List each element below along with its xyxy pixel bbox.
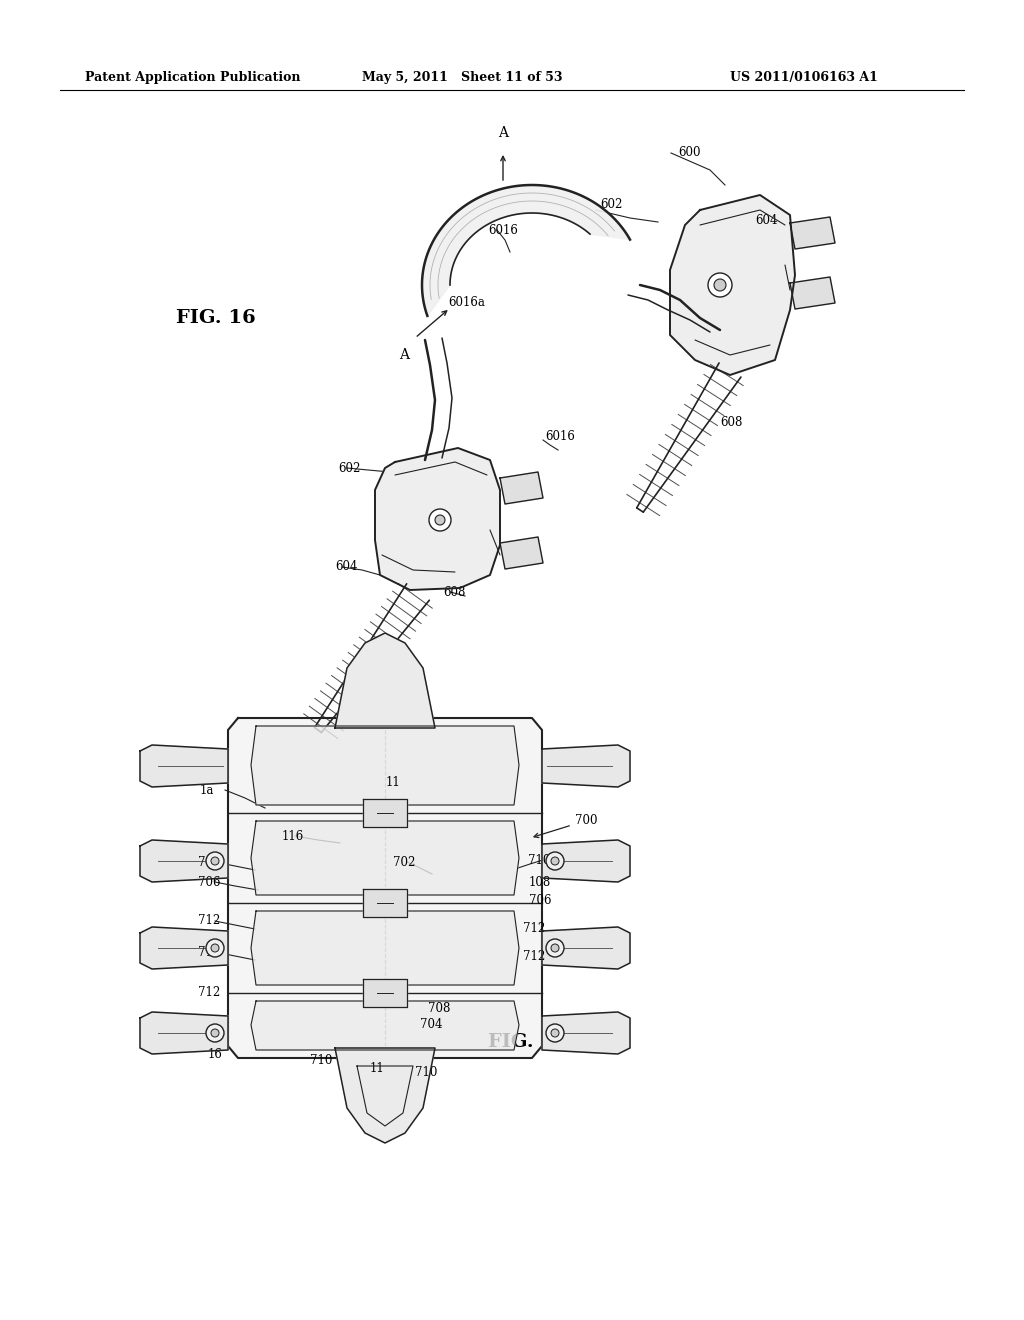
Text: US 2011/0106163 A1: US 2011/0106163 A1 (730, 71, 878, 84)
Text: 11: 11 (370, 1061, 385, 1074)
Text: 710: 710 (310, 1053, 333, 1067)
Polygon shape (375, 447, 500, 590)
Text: 710: 710 (528, 854, 550, 866)
Text: 704: 704 (420, 1019, 442, 1031)
Polygon shape (790, 216, 835, 249)
Polygon shape (542, 1012, 630, 1053)
Text: 6016: 6016 (545, 429, 574, 442)
Text: 6016: 6016 (488, 223, 518, 236)
Polygon shape (422, 185, 630, 315)
Text: Patent Application Publication: Patent Application Publication (85, 71, 300, 84)
Circle shape (546, 1024, 564, 1041)
Text: May 5, 2011   Sheet 11 of 53: May 5, 2011 Sheet 11 of 53 (362, 71, 562, 84)
Circle shape (211, 857, 219, 865)
Circle shape (551, 857, 559, 865)
Circle shape (551, 1030, 559, 1038)
Text: 706: 706 (198, 875, 220, 888)
Polygon shape (542, 840, 630, 882)
Polygon shape (335, 634, 435, 729)
Polygon shape (500, 473, 543, 504)
Text: 712: 712 (198, 915, 220, 928)
Circle shape (206, 1024, 224, 1041)
Circle shape (708, 273, 732, 297)
Polygon shape (140, 744, 228, 787)
Text: 706: 706 (529, 894, 552, 907)
Text: 604: 604 (755, 214, 777, 227)
Circle shape (211, 944, 219, 952)
Text: 712: 712 (198, 986, 220, 998)
Polygon shape (228, 718, 542, 1059)
Circle shape (551, 944, 559, 952)
Polygon shape (251, 1001, 519, 1049)
Text: A: A (498, 125, 508, 140)
Polygon shape (500, 537, 543, 569)
Text: 11: 11 (386, 776, 400, 788)
Circle shape (429, 510, 451, 531)
Polygon shape (362, 888, 407, 917)
Circle shape (546, 851, 564, 870)
Text: FIG. 16: FIG. 16 (176, 309, 256, 327)
Text: 116: 116 (282, 829, 304, 842)
Text: FIG. 17: FIG. 17 (488, 1034, 567, 1051)
Polygon shape (140, 840, 228, 882)
Circle shape (546, 939, 564, 957)
Text: 108: 108 (529, 875, 551, 888)
Text: 708: 708 (428, 1002, 451, 1015)
Text: 16: 16 (208, 1048, 223, 1061)
Circle shape (714, 279, 726, 290)
Text: A: A (399, 348, 409, 362)
Text: 602: 602 (600, 198, 623, 211)
Polygon shape (335, 1048, 435, 1143)
Polygon shape (140, 927, 228, 969)
Circle shape (435, 515, 445, 525)
Text: 710: 710 (415, 1067, 437, 1080)
Text: 604: 604 (335, 561, 357, 573)
Text: 702: 702 (393, 855, 416, 869)
Text: 710: 710 (198, 855, 220, 869)
Polygon shape (251, 726, 519, 805)
Text: 600: 600 (678, 147, 700, 160)
Polygon shape (362, 979, 407, 1007)
Circle shape (211, 1030, 219, 1038)
Polygon shape (251, 821, 519, 895)
Circle shape (206, 939, 224, 957)
Text: 700: 700 (575, 813, 597, 826)
Polygon shape (790, 277, 835, 309)
Text: 6016a: 6016a (449, 297, 485, 309)
Circle shape (206, 851, 224, 870)
Polygon shape (362, 799, 407, 828)
Text: 712: 712 (523, 949, 545, 962)
Text: 712: 712 (198, 945, 220, 958)
Text: 712: 712 (523, 921, 545, 935)
Text: 602: 602 (338, 462, 360, 474)
Polygon shape (140, 1012, 228, 1053)
Text: 608: 608 (720, 416, 742, 429)
Polygon shape (251, 911, 519, 985)
Polygon shape (670, 195, 795, 375)
Text: 1a: 1a (200, 784, 214, 796)
Polygon shape (542, 744, 630, 787)
Polygon shape (542, 927, 630, 969)
Text: 608: 608 (443, 586, 465, 598)
